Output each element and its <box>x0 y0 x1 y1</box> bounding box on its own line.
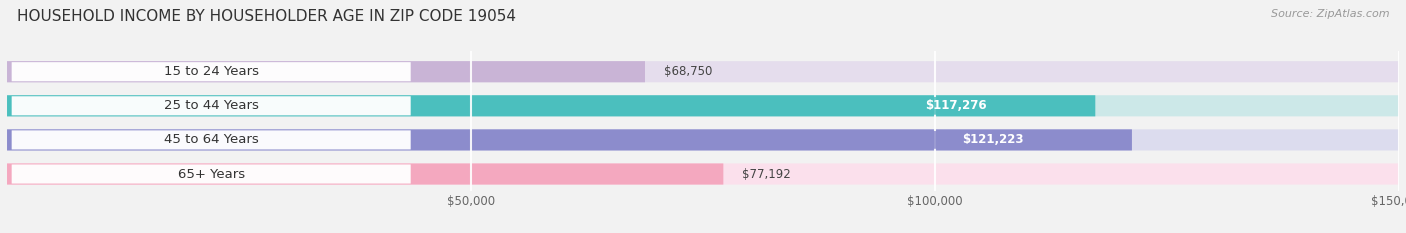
Text: 15 to 24 Years: 15 to 24 Years <box>163 65 259 78</box>
FancyBboxPatch shape <box>7 129 1399 151</box>
FancyBboxPatch shape <box>11 96 411 115</box>
FancyBboxPatch shape <box>7 95 1399 116</box>
Text: 65+ Years: 65+ Years <box>177 168 245 181</box>
Text: Source: ZipAtlas.com: Source: ZipAtlas.com <box>1271 9 1389 19</box>
FancyBboxPatch shape <box>11 164 411 184</box>
FancyBboxPatch shape <box>11 130 411 149</box>
FancyBboxPatch shape <box>827 97 1085 115</box>
Text: $121,223: $121,223 <box>962 134 1024 146</box>
Text: $68,750: $68,750 <box>664 65 711 78</box>
Text: $117,276: $117,276 <box>925 99 987 112</box>
FancyBboxPatch shape <box>11 62 411 81</box>
FancyBboxPatch shape <box>7 163 1399 185</box>
FancyBboxPatch shape <box>863 131 1122 149</box>
FancyBboxPatch shape <box>7 163 723 185</box>
Text: HOUSEHOLD INCOME BY HOUSEHOLDER AGE IN ZIP CODE 19054: HOUSEHOLD INCOME BY HOUSEHOLDER AGE IN Z… <box>17 9 516 24</box>
FancyBboxPatch shape <box>7 129 1132 151</box>
FancyBboxPatch shape <box>7 61 645 82</box>
Text: 25 to 44 Years: 25 to 44 Years <box>163 99 259 112</box>
Text: $77,192: $77,192 <box>742 168 790 181</box>
FancyBboxPatch shape <box>7 61 1399 82</box>
FancyBboxPatch shape <box>7 95 1095 116</box>
Text: 45 to 64 Years: 45 to 64 Years <box>165 134 259 146</box>
